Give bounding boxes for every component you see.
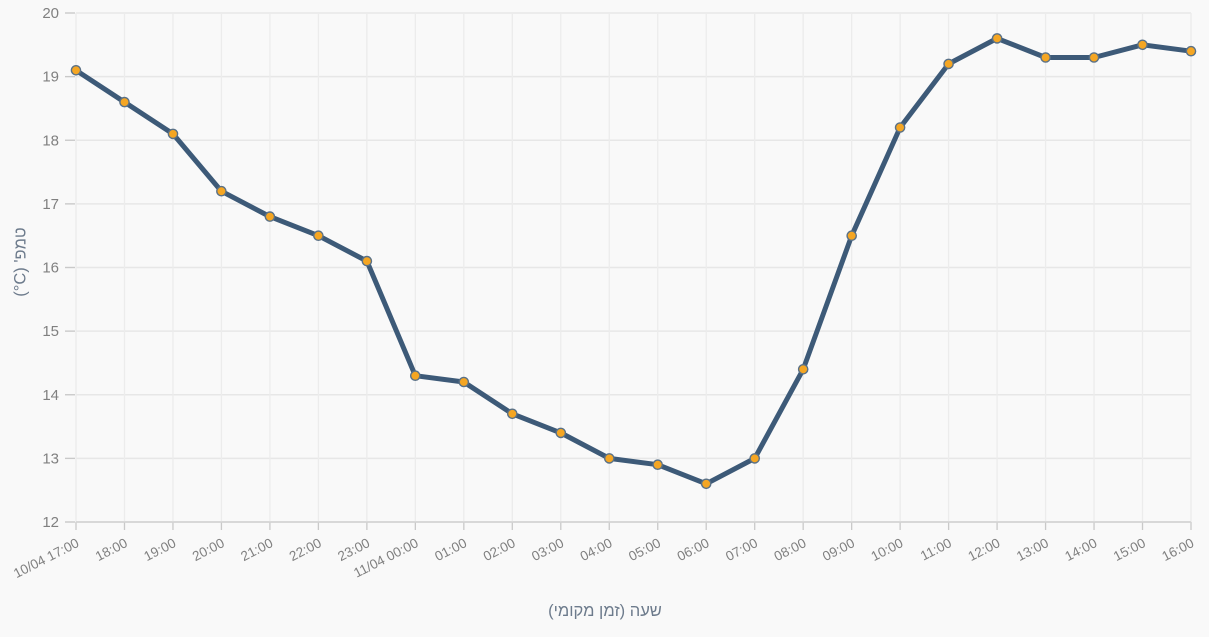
data-point-marker[interactable]: [943, 58, 954, 70]
x-tick-label: 22:00: [287, 535, 324, 564]
data-point-marker[interactable]: [991, 33, 1003, 44]
data-point-marker[interactable]: [749, 453, 761, 464]
x-tick-label: 01:00: [432, 535, 469, 564]
x-tick-label: 06:00: [675, 535, 712, 564]
data-point-marker[interactable]: [894, 122, 906, 133]
y-tick-label: 13: [42, 450, 59, 467]
data-point-marker[interactable]: [797, 363, 809, 375]
y-tick-label: 20: [42, 5, 59, 22]
data-point-marker[interactable]: [1088, 52, 1100, 63]
x-tick-label: 05:00: [626, 535, 663, 564]
temperature-series-line: [73, 35, 1194, 487]
x-tick-label: 14:00: [1062, 535, 1099, 564]
data-point-marker[interactable]: [1185, 45, 1197, 57]
x-tick-label: 10:00: [869, 535, 906, 564]
data-point-marker[interactable]: [313, 230, 324, 241]
y-tick-label: 18: [42, 132, 59, 149]
x-tick-label: 10/04 17:00: [11, 535, 81, 581]
data-point-marker[interactable]: [555, 427, 567, 439]
x-tick-label: 12:00: [966, 535, 1003, 564]
y-tick-label: 16: [42, 260, 59, 277]
x-tick-label: 08:00: [772, 535, 809, 564]
x-tick-label: 18:00: [93, 535, 130, 564]
data-point-marker[interactable]: [1040, 52, 1051, 63]
data-point-marker[interactable]: [167, 128, 179, 140]
data-point-marker[interactable]: [604, 453, 615, 464]
data-point-marker[interactable]: [409, 370, 421, 382]
y-tick-label: 15: [42, 323, 59, 340]
data-point-marker[interactable]: [361, 255, 373, 267]
data-point-marker[interactable]: [1137, 39, 1148, 51]
x-tick-label: 04:00: [578, 535, 615, 564]
data-point-marker[interactable]: [652, 459, 664, 471]
x-tick-label: 15:00: [1111, 535, 1148, 564]
y-tick-label: 14: [42, 387, 59, 404]
x-tick-label: 21:00: [238, 535, 275, 564]
x-tick-label: 02:00: [481, 535, 518, 564]
data-point-marker[interactable]: [119, 96, 130, 108]
y-tick-label: 19: [42, 69, 59, 86]
x-tick-label: 13:00: [1014, 535, 1051, 564]
x-tick-label: 07:00: [723, 535, 760, 564]
data-point-marker[interactable]: [846, 230, 858, 241]
data-point-marker[interactable]: [70, 65, 82, 76]
x-tick-label: 03:00: [529, 535, 566, 564]
y-tick-label: 12: [42, 514, 59, 531]
x-axis-title: שעה (זמן מקומי): [548, 602, 662, 620]
x-tick-label: 19:00: [141, 535, 178, 564]
data-point-marker[interactable]: [264, 211, 276, 222]
x-tick-label: 16:00: [1159, 535, 1196, 564]
x-tick-label: 11:00: [918, 535, 954, 563]
data-point-marker[interactable]: [506, 408, 518, 420]
data-point-marker[interactable]: [458, 376, 470, 388]
data-point-marker[interactable]: [216, 185, 227, 197]
x-tick-label: 09:00: [820, 535, 857, 564]
x-tick-label: 20:00: [190, 535, 227, 564]
data-point-marker[interactable]: [700, 478, 712, 490]
y-tick-label: 17: [42, 196, 59, 213]
y-axis-title: טמפ' (C°): [11, 227, 30, 297]
